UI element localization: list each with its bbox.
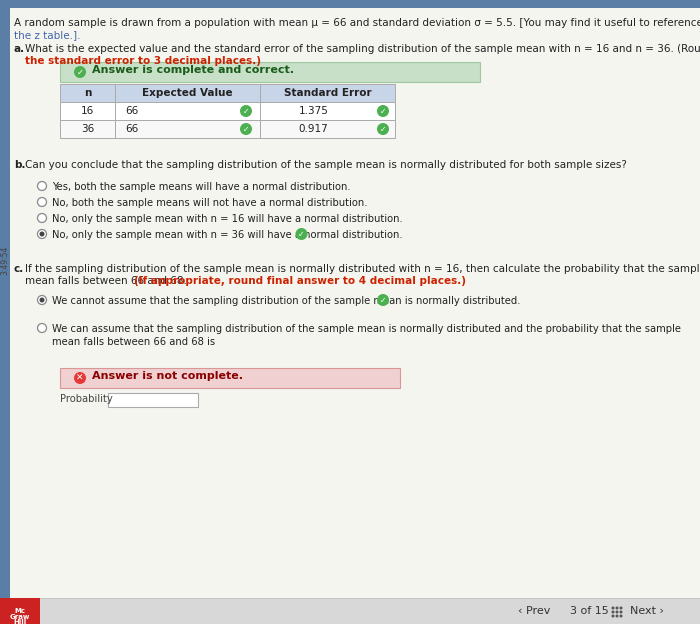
- Circle shape: [615, 610, 619, 613]
- Text: Graw: Graw: [10, 614, 30, 620]
- Text: ✓: ✓: [243, 107, 249, 115]
- Text: c.: c.: [14, 264, 24, 274]
- Text: Yes, both the sample means will have a normal distribution.: Yes, both the sample means will have a n…: [52, 182, 351, 192]
- Text: No, only the sample mean with n = 36 will have a normal distribution.: No, only the sample mean with n = 36 wil…: [52, 230, 402, 240]
- Bar: [0, 0, 700, 8]
- Circle shape: [38, 213, 46, 223]
- Circle shape: [377, 105, 389, 117]
- Text: ✓: ✓: [243, 125, 249, 134]
- Text: No, both the sample means will not have a normal distribution.: No, both the sample means will not have …: [52, 198, 368, 208]
- Text: Answer is complete and correct.: Answer is complete and correct.: [92, 65, 294, 75]
- Text: Probability: Probability: [60, 394, 113, 404]
- Circle shape: [620, 610, 622, 613]
- Text: ✓: ✓: [380, 296, 386, 305]
- Text: No, only the sample mean with n = 16 will have a normal distribution.: No, only the sample mean with n = 16 wil…: [52, 214, 402, 224]
- Circle shape: [38, 230, 46, 238]
- Text: ✓: ✓: [380, 125, 386, 134]
- Circle shape: [74, 66, 86, 78]
- Text: 66: 66: [125, 124, 139, 134]
- Circle shape: [615, 607, 619, 610]
- Text: ✓: ✓: [298, 230, 304, 238]
- Text: Can you conclude that the sampling distribution of the sample mean is normally d: Can you conclude that the sampling distr…: [25, 160, 627, 170]
- Circle shape: [620, 615, 622, 618]
- Text: 3:49:54: 3:49:54: [1, 245, 10, 275]
- Circle shape: [612, 607, 615, 610]
- Text: 0.917: 0.917: [299, 124, 328, 134]
- Text: the z table.].: the z table.].: [14, 30, 80, 40]
- Bar: [115, 102, 116, 120]
- Text: 16: 16: [81, 106, 94, 116]
- Bar: [60, 120, 395, 138]
- Text: Hill: Hill: [13, 619, 27, 624]
- Text: ✕: ✕: [76, 374, 84, 383]
- Text: mean falls between 66 and 68.: mean falls between 66 and 68.: [25, 276, 190, 286]
- Circle shape: [39, 232, 45, 236]
- Bar: [260, 84, 261, 102]
- Bar: [0, 0, 10, 624]
- Circle shape: [240, 123, 252, 135]
- Text: ✓: ✓: [76, 67, 83, 77]
- Text: A random sample is drawn from a population with mean μ = 66 and standard deviati: A random sample is drawn from a populati…: [14, 18, 700, 28]
- Circle shape: [377, 123, 389, 135]
- Circle shape: [295, 228, 307, 240]
- Circle shape: [612, 610, 615, 613]
- Text: 1.375: 1.375: [299, 106, 328, 116]
- Text: mean falls between 66 and 68 is: mean falls between 66 and 68 is: [52, 337, 215, 347]
- Text: 3 of 15: 3 of 15: [570, 606, 609, 616]
- Circle shape: [38, 198, 46, 207]
- Circle shape: [38, 296, 46, 305]
- Bar: [0, 598, 40, 624]
- Text: Mc: Mc: [15, 608, 25, 614]
- Text: 36: 36: [81, 124, 94, 134]
- Bar: [60, 102, 395, 120]
- Bar: [115, 120, 116, 138]
- Text: We cannot assume that the sampling distribution of the sample mean is normally d: We cannot assume that the sampling distr…: [52, 296, 521, 306]
- Text: a.: a.: [14, 44, 25, 54]
- Text: ✓: ✓: [380, 107, 386, 115]
- Text: the standard error to 3 decimal places.): the standard error to 3 decimal places.): [25, 56, 261, 66]
- Text: b.: b.: [14, 160, 25, 170]
- Bar: [260, 102, 261, 120]
- Text: ‹ Prev: ‹ Prev: [517, 606, 550, 616]
- Bar: [60, 84, 395, 102]
- Text: Expected Value: Expected Value: [142, 88, 233, 98]
- Text: We can assume that the sampling distribution of the sample mean is normally dist: We can assume that the sampling distribu…: [52, 324, 681, 334]
- Text: Answer is not complete.: Answer is not complete.: [92, 371, 243, 381]
- Circle shape: [377, 294, 389, 306]
- Circle shape: [38, 323, 46, 333]
- Text: If the sampling distribution of the sample mean is normally distributed with n =: If the sampling distribution of the samp…: [25, 264, 700, 274]
- Text: What is the expected value and the standard error of the sampling distribution o: What is the expected value and the stand…: [25, 44, 700, 54]
- Circle shape: [240, 105, 252, 117]
- Text: (If appropriate, round final answer to 4 decimal places.): (If appropriate, round final answer to 4…: [134, 276, 466, 286]
- Bar: [60, 62, 480, 82]
- Circle shape: [74, 372, 86, 384]
- Circle shape: [620, 607, 622, 610]
- Bar: [0, 598, 700, 624]
- Text: Next ›: Next ›: [630, 606, 664, 616]
- Text: 66: 66: [125, 106, 139, 116]
- Bar: [115, 84, 116, 102]
- Circle shape: [615, 615, 619, 618]
- Bar: [108, 393, 198, 407]
- Circle shape: [39, 298, 45, 303]
- Text: n: n: [84, 88, 91, 98]
- Bar: [260, 120, 261, 138]
- Bar: [60, 368, 400, 388]
- Circle shape: [38, 182, 46, 190]
- Text: Standard Error: Standard Error: [284, 88, 371, 98]
- Circle shape: [612, 615, 615, 618]
